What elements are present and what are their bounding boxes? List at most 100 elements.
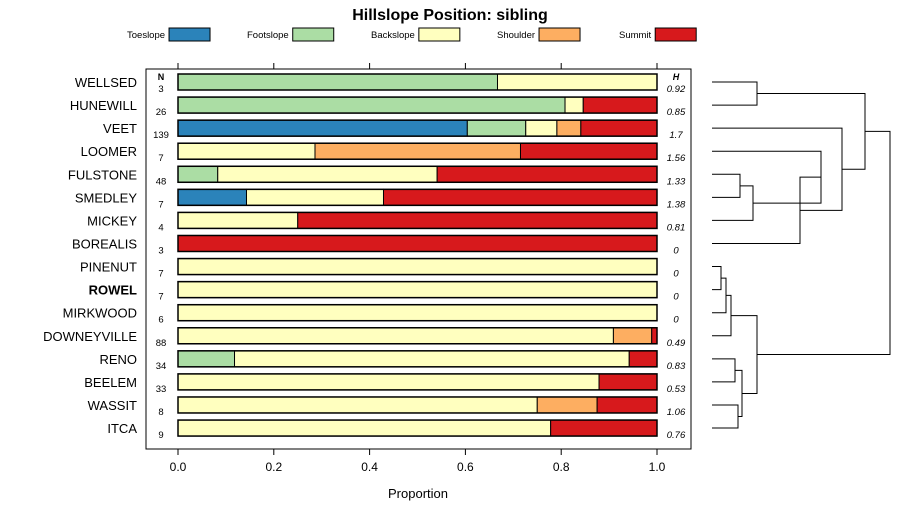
h-value: 1.7 bbox=[669, 130, 683, 141]
bar-segment bbox=[598, 373, 658, 391]
dendrogram-branch bbox=[712, 81, 758, 106]
dendrogram bbox=[712, 81, 891, 429]
n-value: 34 bbox=[156, 361, 167, 372]
legend-item: Summit bbox=[619, 27, 697, 42]
bar-segment bbox=[651, 327, 658, 345]
bar-segment bbox=[550, 419, 658, 437]
legend-swatch bbox=[654, 27, 697, 42]
bar-segment bbox=[177, 258, 658, 276]
bar-segment bbox=[582, 96, 658, 114]
bar-segment bbox=[177, 234, 658, 252]
bar-segment bbox=[297, 211, 658, 229]
bar-outline bbox=[177, 142, 658, 160]
legend-item: Shoulder bbox=[497, 27, 581, 42]
legend-swatch bbox=[538, 27, 581, 42]
bar-row bbox=[177, 280, 658, 299]
x-axis-label: Proportion bbox=[388, 486, 448, 501]
n-value: 3 bbox=[158, 245, 163, 256]
legend-item: Toeslope bbox=[127, 27, 211, 42]
bar-segment bbox=[177, 350, 236, 368]
bar-segment bbox=[628, 350, 658, 368]
bar-segment bbox=[596, 396, 658, 414]
bar-segment bbox=[177, 419, 552, 437]
bar-segment bbox=[436, 165, 658, 183]
dendrogram-branch bbox=[712, 277, 727, 314]
h-value: 0 bbox=[673, 269, 679, 280]
dendrogram-branch bbox=[712, 127, 843, 211]
bar-row bbox=[177, 303, 658, 322]
bar-outline bbox=[177, 96, 658, 114]
bar-row bbox=[177, 257, 658, 276]
bar-segment bbox=[564, 96, 584, 114]
dendrogram-branch bbox=[712, 404, 739, 429]
x-tick-label: 0.4 bbox=[361, 460, 378, 474]
category-label: WELLSED bbox=[75, 75, 137, 90]
bar-segment bbox=[234, 350, 630, 368]
legend: Toeslope Footslope Backslope Shoulder Summit bbox=[127, 27, 697, 42]
bar-segment bbox=[177, 165, 219, 183]
h-value: 0.76 bbox=[667, 430, 686, 441]
bar-segment bbox=[612, 327, 653, 345]
legend-label: Summit bbox=[619, 30, 652, 41]
bar-segment bbox=[217, 165, 438, 183]
n-value: 6 bbox=[158, 315, 163, 326]
dendrogram-branch bbox=[712, 266, 722, 291]
bar-segment bbox=[177, 304, 658, 322]
category-label: WASSIT bbox=[88, 398, 137, 413]
dendrogram-branch bbox=[757, 130, 891, 356]
category-label: MIRKWOOD bbox=[63, 306, 137, 321]
legend-swatch bbox=[418, 27, 461, 42]
legend-label: Backslope bbox=[371, 30, 415, 41]
bar-outline bbox=[177, 119, 658, 137]
n-value: 33 bbox=[156, 384, 167, 395]
bar-segment bbox=[177, 396, 538, 414]
x-tick-label: 0.2 bbox=[265, 460, 282, 474]
n-header: N bbox=[158, 72, 165, 82]
dendrogram-branch bbox=[757, 93, 866, 170]
n-value: 3 bbox=[158, 84, 163, 95]
bar-segment bbox=[245, 188, 384, 206]
h-value: 1.06 bbox=[667, 407, 686, 418]
h-value: 0 bbox=[673, 315, 679, 326]
plot-frame bbox=[145, 68, 692, 450]
bar-segment bbox=[177, 96, 566, 114]
bar-row bbox=[177, 419, 658, 437]
bar-outline bbox=[177, 327, 658, 345]
bar-row bbox=[177, 96, 658, 114]
dendrogram-branch bbox=[712, 185, 754, 221]
bar-outline bbox=[177, 234, 658, 253]
n-value: 7 bbox=[158, 153, 163, 164]
h-value: 0 bbox=[673, 292, 679, 303]
legend-label: Shoulder bbox=[497, 30, 535, 41]
bar-row bbox=[177, 327, 658, 345]
legend-swatch bbox=[168, 27, 211, 42]
bar-segment bbox=[519, 142, 658, 160]
bar-outline bbox=[177, 396, 658, 414]
category-label: FULSTONE bbox=[68, 167, 137, 182]
h-value: 0 bbox=[673, 245, 679, 256]
category-label: BEELEM bbox=[84, 375, 137, 390]
legend-label: Footslope bbox=[247, 30, 289, 41]
h-value: 1.33 bbox=[667, 176, 686, 187]
chart-title: Hillslope Position: sibling bbox=[352, 7, 548, 24]
bar-outline bbox=[177, 73, 658, 91]
dendrogram-branch bbox=[712, 173, 741, 198]
h-value: 0.81 bbox=[667, 222, 686, 233]
category-label: VEET bbox=[103, 121, 137, 136]
bar-outline bbox=[177, 211, 658, 230]
n-value: 26 bbox=[156, 107, 167, 118]
n-value: 9 bbox=[158, 430, 163, 441]
n-value: 48 bbox=[156, 176, 167, 187]
legend-swatch bbox=[292, 27, 335, 42]
dendrogram-branch bbox=[712, 294, 732, 337]
bar-segment bbox=[177, 211, 299, 229]
bar-row bbox=[177, 119, 658, 137]
n-value: 139 bbox=[153, 130, 169, 141]
bar-outline bbox=[177, 280, 658, 299]
bar-row bbox=[177, 373, 658, 391]
bar-segment bbox=[466, 119, 527, 137]
bar-outline bbox=[177, 165, 658, 184]
h-value: 1.38 bbox=[667, 199, 686, 210]
x-tick-label: 1.0 bbox=[649, 460, 666, 474]
